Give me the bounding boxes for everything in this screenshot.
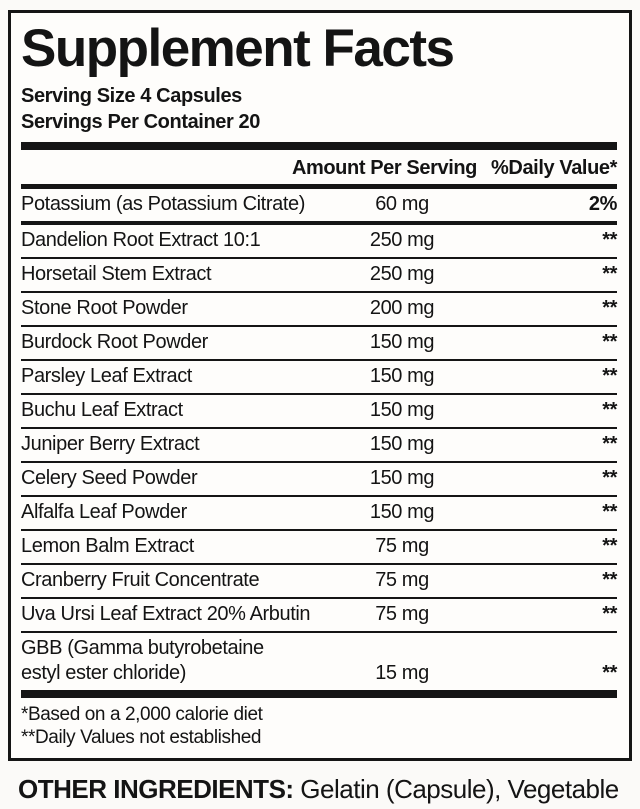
table-row: GBB (Gamma butyrobetaine estyl ester chlo…: [21, 633, 617, 690]
table-row: Stone Root Powder 200 mg **: [21, 293, 617, 327]
ingredient-amount: 150 mg: [369, 467, 435, 489]
ingredient-daily-value: **: [602, 433, 617, 455]
ingredient-daily-value: **: [602, 263, 617, 285]
ingredient-daily-value: **: [602, 229, 617, 251]
table-row: Potassium (as Potassium Citrate) 60 mg 2…: [21, 189, 617, 225]
table-row: Uva Ursi Leaf Extract 20% Arbutin 75 mg …: [21, 599, 617, 633]
ingredient-daily-value: 2%: [588, 193, 618, 215]
footnote-daily-values: **Daily Values not established: [21, 727, 262, 748]
ingredient-daily-value: **: [602, 535, 617, 557]
ingredient-daily-value: **: [602, 603, 617, 625]
servings-per-container: Servings Per Container 20: [21, 111, 260, 133]
table-row: Burdock Root Powder 150 mg **: [21, 327, 617, 361]
footnotes: *Based on a 2,000 calorie diet **Daily V…: [21, 698, 617, 749]
footnote-calorie-diet: *Based on a 2,000 calorie diet: [21, 704, 263, 725]
ingredient-name: Lemon Balm Extract: [21, 535, 194, 557]
table-row: Parsley Leaf Extract 150 mg **: [21, 361, 617, 395]
ingredient-name: Juniper Berry Extract: [21, 433, 200, 455]
supplement-facts-panel: Supplement Facts Serving Size 4 Capsules…: [8, 10, 632, 761]
ingredient-daily-value: **: [602, 297, 617, 319]
ingredient-amount: 15 mg: [375, 662, 429, 684]
other-ingredients: OTHER INGREDIENTS: Gelatin (Capsule), Ve…: [18, 774, 628, 809]
ingredient-amount: 150 mg: [369, 331, 435, 353]
ingredient-amount: 150 mg: [369, 399, 435, 421]
serving-size: Serving Size 4 Capsules: [21, 85, 242, 107]
ingredient-name: Burdock Root Powder: [21, 331, 208, 353]
ingredient-amount: 250 mg: [369, 229, 435, 251]
table-row: Lemon Balm Extract 75 mg **: [21, 531, 617, 565]
panel-title: Supplement Facts: [21, 19, 455, 78]
daily-value-header: %Daily Value*: [491, 157, 617, 179]
ingredient-amount: 75 mg: [375, 569, 429, 591]
other-ingredients-label: OTHER INGREDIENTS:: [18, 774, 294, 804]
ingredient-daily-value: **: [602, 399, 617, 421]
ingredient-table: Potassium (as Potassium Citrate) 60 mg 2…: [21, 189, 617, 690]
ingredient-amount: 60 mg: [375, 193, 429, 215]
divider-thick-top: [21, 142, 617, 150]
table-row: Cranberry Fruit Concentrate 75 mg **: [21, 565, 617, 599]
ingredient-name: Celery Seed Powder: [21, 467, 198, 489]
ingredient-daily-value: **: [602, 467, 617, 489]
ingredient-name: Potassium (as Potassium Citrate): [21, 193, 305, 215]
ingredient-daily-value: **: [602, 569, 617, 591]
table-row: Buchu Leaf Extract 150 mg **: [21, 395, 617, 429]
table-row: Juniper Berry Extract 150 mg **: [21, 429, 617, 463]
ingredient-amount: 150 mg: [369, 433, 435, 455]
ingredient-daily-value: **: [602, 331, 617, 353]
ingredient-daily-value: **: [602, 365, 617, 387]
other-ingredients-text: Gelatin (Capsule), Vegetable Cellulose, …: [18, 774, 619, 809]
ingredient-amount: 150 mg: [369, 501, 435, 523]
ingredient-amount: 75 mg: [375, 603, 429, 625]
ingredient-daily-value: **: [602, 501, 617, 523]
table-row: Dandelion Root Extract 10:1 250 mg **: [21, 225, 617, 259]
amount-per-serving-header: Amount Per Serving: [291, 157, 477, 179]
ingredient-name: Buchu Leaf Extract: [21, 399, 183, 421]
table-row: Celery Seed Powder 150 mg **: [21, 463, 617, 497]
ingredient-name: Parsley Leaf Extract: [21, 365, 192, 387]
table-header: Amount Per Serving %Daily Value*: [21, 150, 617, 189]
divider-thick-bottom: [21, 690, 617, 698]
ingredient-name: Alfalfa Leaf Powder: [21, 501, 187, 523]
table-row: Alfalfa Leaf Powder 150 mg **: [21, 497, 617, 531]
table-row: Horsetail Stem Extract 250 mg **: [21, 259, 617, 293]
ingredient-amount: 150 mg: [369, 365, 435, 387]
ingredient-name: Stone Root Powder: [21, 297, 188, 319]
ingredient-amount: 75 mg: [375, 535, 429, 557]
ingredient-daily-value: **: [602, 662, 617, 684]
ingredient-name: GBB (Gamma butyrobetaine estyl ester chlo…: [21, 637, 264, 684]
ingredient-name: Horsetail Stem Extract: [21, 263, 212, 285]
ingredient-amount: 200 mg: [369, 297, 435, 319]
ingredient-amount: 250 mg: [369, 263, 435, 285]
ingredient-name: Uva Ursi Leaf Extract 20% Arbutin: [21, 603, 311, 625]
ingredient-name: Cranberry Fruit Concentrate: [21, 569, 260, 591]
ingredient-name: Dandelion Root Extract 10:1: [21, 229, 261, 251]
